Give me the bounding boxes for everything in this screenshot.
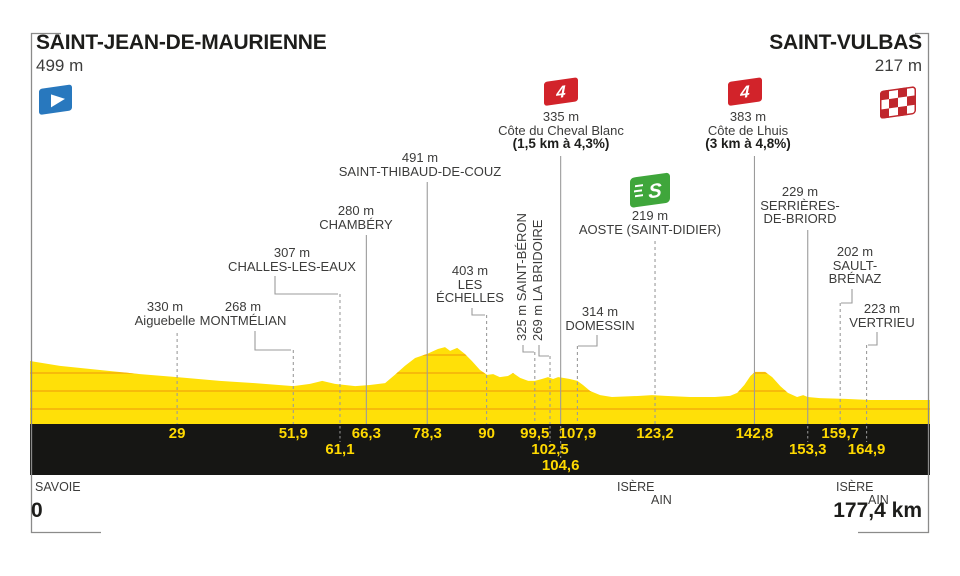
waypoint-name: CHALLES-LES-EAUX — [228, 258, 356, 274]
elevation-profile-area — [30, 347, 930, 424]
km-marker: 61,1 — [325, 441, 355, 458]
km-marker: 78,3 — [412, 425, 442, 442]
finish-header: SAINT-VULBAS 217 m — [769, 31, 922, 130]
km-marker: 142,8 — [735, 425, 774, 442]
finish-elevation: 217 m — [874, 56, 922, 75]
waypoint-elevation: 335 m — [542, 109, 580, 124]
checker-cells — [880, 87, 916, 119]
route-total-distance: 177,4 km — [833, 499, 922, 522]
km-marker: 159,7 — [821, 425, 859, 442]
left-frame-bracket — [30, 32, 101, 534]
cat4-climb-marker-icon: 4 — [539, 72, 583, 117]
waypoint-elevation: 219 m — [631, 208, 669, 223]
finish-city-name: SAINT-VULBAS — [769, 31, 922, 54]
waypoint-elevation: 268 m — [224, 299, 262, 314]
department-label: ISÈRE — [617, 480, 655, 494]
waypoint-label: 268 m MONTMÉLIAN — [200, 300, 287, 327]
waypoint-label: 219 m AOSTE (SAINT-DIDIER) — [579, 209, 721, 236]
waypoint-name: MONTMÉLIAN — [199, 312, 287, 328]
elbow-connector — [471, 308, 485, 316]
waypoint-elevation: 491 m — [401, 150, 439, 165]
waypoint-label: 314 m DOMESSIN — [565, 305, 634, 332]
elbow-connector — [522, 345, 534, 353]
department-label: SAVOIE — [35, 480, 81, 494]
km-marker: 153,3 — [788, 441, 827, 458]
department-label: ISÈRE — [836, 480, 874, 494]
waypoint-name: Côte de Lhuis — [707, 122, 789, 138]
km-marker: 123,2 — [636, 425, 674, 442]
department-label: AIN — [651, 493, 672, 507]
waypoint-name: SAULT- — [832, 257, 878, 273]
waypoint-label: 223 m VERTRIEU — [849, 302, 915, 329]
waypoint-name: SAINT-THIBAUD-DE-COUZ — [338, 163, 502, 179]
waypoint-elevation: 314 m — [581, 304, 619, 319]
waypoint-elevation: 202 m — [836, 244, 874, 259]
waypoint-label: 307 m CHALLES-LES-EAUX — [228, 246, 356, 273]
waypoint-label: 403 m LES ÉCHELLES — [436, 264, 504, 305]
waypoint-name: LES — [457, 276, 483, 292]
km-marker: 164,9 — [847, 441, 886, 458]
start-city-name: SAINT-JEAN-DE-MAURIENNE — [36, 31, 327, 54]
cat4-climb-marker-icon: 4 — [723, 72, 767, 117]
km-bar — [30, 424, 930, 475]
waypoint-name: SERRIÈRES- — [760, 197, 840, 213]
climb-gradient: (3 km à 4,8%) — [705, 136, 791, 151]
finish-checkered-flag-icon — [876, 81, 922, 130]
km-marker: 99,5 — [520, 425, 550, 442]
elbow-connector — [538, 345, 549, 357]
department-label: AIN — [868, 493, 889, 507]
route-start-km: 0 — [31, 499, 43, 522]
waypoint-label: 383 m Côte de Lhuis (3 km à 4,8%) — [705, 110, 791, 151]
waypoint-name: Côte du Cheval Blanc — [498, 122, 624, 138]
waypoint-elevation: 307 m — [273, 245, 311, 260]
km-marker: 104,6 — [541, 457, 580, 474]
elbow-connector — [578, 335, 598, 347]
km-marker: 107,9 — [558, 425, 597, 442]
vertical-waypoint-label: 269 m LA BRIDOIRE — [530, 219, 545, 341]
km-marker: 51,9 — [278, 425, 308, 442]
svg-text:4: 4 — [739, 82, 750, 102]
start-flag-icon — [36, 81, 76, 122]
km-marker: 29 — [168, 425, 186, 442]
waypoint-elevation: 383 m — [729, 109, 767, 124]
vertical-waypoint-label: 325 m SAINT-BÉRON — [514, 213, 529, 341]
waypoint-name: BRÉNAZ — [828, 271, 882, 286]
climb-gradient: (1,5 km à 4,3%) — [512, 136, 610, 151]
waypoint-label: 280 m CHAMBÉRY — [319, 204, 392, 231]
waypoint-elevation: 223 m — [863, 301, 901, 316]
waypoint-name: Aiguebelle — [134, 312, 196, 328]
waypoint-name: CHAMBÉRY — [319, 216, 393, 232]
km-marker: 90 — [478, 425, 495, 442]
km-marker: 66,3 — [351, 425, 381, 442]
elbow-connector — [254, 331, 291, 351]
svg-text:4: 4 — [555, 82, 566, 102]
elbow-connector — [841, 289, 853, 304]
waypoint-name: AOSTE (SAINT-DIDIER) — [578, 221, 722, 237]
waypoint-label: 229 m SERRIÈRES- DE-BRIORD — [760, 185, 839, 226]
waypoint-elevation: 330 m — [146, 299, 184, 314]
waypoint-label: 335 m Côte du Cheval Blanc (1,5 km à 4,3%) — [498, 110, 624, 151]
start-header: SAINT-JEAN-DE-MAURIENNE 499 m — [36, 31, 327, 122]
km-marker: 102,5 — [531, 441, 569, 458]
right-frame-bracket — [858, 32, 930, 534]
elbow-connector — [274, 276, 338, 295]
waypoint-elevation: 229 m — [781, 184, 819, 199]
waypoint-name: DOMESSIN — [565, 317, 635, 333]
waypoint-label: 491 m SAINT-THIBAUD-DE-COUZ — [339, 151, 502, 178]
waypoint-name: ÉCHELLES — [436, 290, 504, 305]
start-elevation: 499 m — [36, 56, 84, 75]
waypoint-name: DE-BRIORD — [763, 211, 837, 226]
svg-text:S: S — [648, 180, 662, 204]
sprint-marker-icon: S — [626, 168, 674, 217]
elbow-connector — [868, 332, 878, 346]
waypoint-elevation: 403 m — [451, 263, 489, 278]
waypoint-label: 330 m Aiguebelle — [135, 300, 196, 327]
waypoint-name: VERTRIEU — [849, 314, 915, 330]
waypoint-label: 202 m SAULT- BRÉNAZ — [829, 245, 882, 286]
waypoint-elevation: 280 m — [337, 203, 375, 218]
